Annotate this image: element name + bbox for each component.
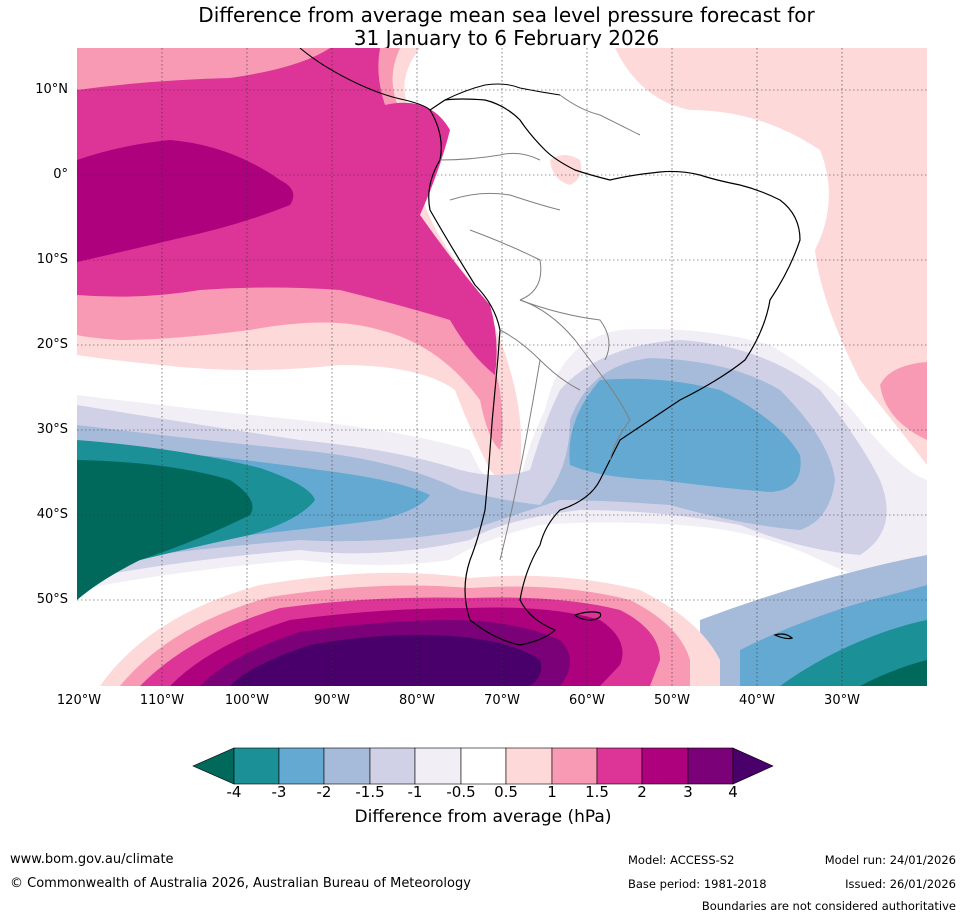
lat-label-30s: 30°S	[36, 422, 68, 437]
colorbar-tick: -1.5	[355, 783, 385, 801]
colorbar-extend-high	[732, 747, 774, 785]
central-america-coastline	[299, 48, 431, 111]
lon-label-70w: 70°W	[484, 693, 520, 708]
lat-label-10n: 10°N	[35, 82, 68, 97]
colorbar-box-1	[233, 747, 280, 785]
colorbar-tick: 3	[683, 783, 693, 801]
lon-label-110w: 110°W	[139, 693, 185, 708]
colorbar-tick: -0.5	[446, 783, 476, 801]
lon-label-60w: 60°W	[569, 693, 605, 708]
colorbar-box-7	[505, 747, 553, 785]
title-line-1: Difference from average mean sea level p…	[198, 3, 815, 27]
boundaries-disclaimer: Boundaries are not considered authoritat…	[701, 899, 956, 913]
anomaly-field	[77, 48, 927, 686]
map-title: Difference from average mean sea level p…	[0, 4, 965, 50]
lon-label-40w: 40°W	[739, 693, 775, 708]
issued-date: Issued: 26/01/2026	[845, 877, 956, 891]
colorbar-tick: -2	[316, 783, 332, 801]
lat-label-0: 0°	[53, 167, 68, 182]
colorbar-tick: 1	[547, 783, 557, 801]
title-line-2: 31 January to 6 February 2026	[353, 26, 660, 50]
contour-atlantic-neg-2	[569, 378, 801, 492]
colorbar-tick: 4	[728, 783, 738, 801]
lat-label-10s: 10°S	[36, 252, 68, 267]
colorbar-box-11	[687, 747, 734, 785]
colorbar-box-2	[278, 747, 325, 785]
south-georgia	[773, 633, 794, 640]
lon-label-30w: 30°W	[824, 693, 860, 708]
south-america-coastline	[428, 98, 801, 646]
lon-label-50w: 50°W	[654, 693, 690, 708]
colorbar-box-3	[323, 747, 371, 785]
colorbar-box-4	[369, 747, 416, 785]
lat-label-50s: 50°S	[36, 592, 68, 607]
lon-label-100w: 100°W	[224, 693, 270, 708]
colorbar-box-9	[596, 747, 643, 785]
colorbar-label: Difference from average (hPa)	[354, 807, 612, 827]
lon-label-80w: 80°W	[399, 693, 435, 708]
colorbar-tick: -3	[271, 783, 287, 801]
contour-andes-pos-0.5	[550, 155, 582, 185]
country-boundaries	[439, 94, 641, 561]
colorbar	[192, 747, 774, 785]
colorbar-tick: 2	[637, 783, 647, 801]
lon-label-90w: 90°W	[314, 693, 350, 708]
contour-south-neg-3	[780, 620, 927, 686]
colorbar-tick: -4	[226, 783, 242, 801]
contour-pacific-pos-1.5	[77, 48, 497, 375]
contour-atlantic-pos-1	[880, 362, 927, 440]
contour-drake-pos-4	[230, 635, 542, 686]
colorbar-box-8	[551, 747, 598, 785]
contour-pacific-neg-4	[77, 460, 253, 600]
contour-south-neg-4	[860, 660, 927, 686]
colorbar-box-5	[414, 747, 462, 785]
colorbar-tick: -1	[407, 783, 423, 801]
base-period: Base period: 1981-2018	[628, 877, 767, 891]
website-link[interactable]: www.bom.gov.au/climate	[10, 852, 174, 867]
caribbean-coastline	[444, 83, 561, 101]
colorbar-tick: 1.5	[585, 783, 609, 801]
copyright-text: © Commonwealth of Australia 2026, Austra…	[10, 876, 471, 891]
colorbar-tick: 0.5	[494, 783, 518, 801]
graticule	[77, 48, 927, 686]
model-name: Model: ACCESS-S2	[628, 853, 735, 867]
lat-label-20s: 20°S	[36, 337, 68, 352]
colorbar-box-6	[460, 747, 507, 785]
falkland-islands	[573, 611, 602, 621]
colorbar-box-10	[641, 747, 689, 785]
colorbar-extend-low	[192, 747, 235, 785]
model-run-date: Model run: 24/01/2026	[824, 853, 956, 867]
lat-label-40s: 40°S	[36, 507, 68, 522]
contour-atlantic-pos-0.5	[615, 48, 927, 465]
contour-pacific-pos-2	[77, 140, 294, 262]
lon-label-120w: 120°W	[56, 693, 102, 708]
